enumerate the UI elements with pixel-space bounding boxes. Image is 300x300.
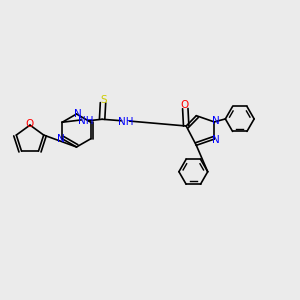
Text: N: N xyxy=(212,116,220,126)
Text: O: O xyxy=(26,118,34,129)
Text: N: N xyxy=(212,135,220,145)
Text: S: S xyxy=(100,95,107,105)
Text: O: O xyxy=(180,100,188,110)
Text: N: N xyxy=(74,109,81,119)
Text: NH: NH xyxy=(118,117,133,127)
Text: N: N xyxy=(57,134,65,144)
Text: NH: NH xyxy=(78,116,93,126)
